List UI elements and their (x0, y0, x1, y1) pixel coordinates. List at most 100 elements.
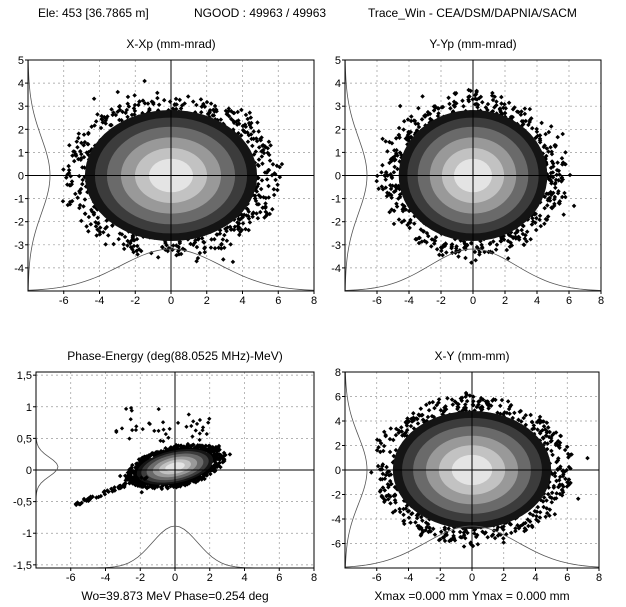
particle-point (408, 520, 413, 525)
particle-point (585, 455, 590, 461)
particle-point (451, 529, 456, 534)
particle-point (563, 476, 568, 482)
particle-point (79, 140, 84, 146)
tail-point (75, 500, 80, 506)
particle-point (391, 208, 397, 214)
particle-point (476, 402, 481, 407)
scatter-point (158, 438, 163, 443)
particle-point (396, 217, 402, 222)
x-tick-label: -6 (66, 572, 76, 584)
particle-point (565, 451, 571, 457)
particle-point (194, 258, 199, 264)
particle-point (376, 445, 381, 450)
particle-point (388, 494, 393, 499)
x-tick-label: 8 (598, 295, 604, 307)
particle-point (387, 478, 393, 484)
x-tick-label: -4 (101, 572, 111, 584)
particle-point (234, 119, 239, 124)
particle-point (105, 114, 110, 119)
particle-point (202, 249, 208, 255)
particle-point (507, 521, 513, 527)
particle-point (537, 414, 543, 420)
y-tick-label: -1 (14, 194, 24, 206)
particle-point (554, 491, 559, 496)
particle-point (78, 155, 84, 161)
particle-point (442, 243, 448, 249)
particle-point (199, 477, 204, 482)
particle-point (548, 439, 554, 444)
particle-point (110, 223, 115, 228)
y-tick-label: 0 (26, 465, 32, 477)
particle-point (74, 139, 80, 144)
particle-point (461, 530, 467, 535)
particle-point (513, 526, 518, 531)
particle-point (534, 126, 539, 132)
particle-point (212, 246, 218, 251)
particle-point (132, 93, 137, 98)
particle-point (473, 258, 478, 263)
particle-point (93, 224, 99, 229)
program-label: Trace_Win - CEA/DSM/DAPNIA/SACM (368, 6, 577, 20)
scatter-point (166, 435, 171, 440)
particle-point (93, 119, 99, 124)
particle-point (560, 131, 565, 137)
particle-point (167, 99, 173, 104)
ngood-label: NGOOD : 49963 / 49963 (194, 6, 327, 20)
particle-point (539, 120, 544, 126)
particle-point (552, 470, 558, 476)
particle-point (109, 122, 114, 128)
y-tick-label: 6 (335, 392, 341, 404)
particle-point (517, 409, 523, 415)
particle-point (258, 194, 263, 200)
scatter-point (186, 412, 191, 417)
particle-point (541, 424, 547, 429)
particle-point (264, 177, 270, 182)
scatter-point (128, 417, 133, 422)
x-tick-label: 4 (532, 572, 538, 584)
particle-point (477, 252, 482, 257)
particle-point (541, 436, 546, 441)
particle-point (513, 528, 518, 534)
particle-point (159, 244, 165, 250)
scatter-point (163, 432, 168, 437)
scatter-point (160, 420, 166, 425)
scatter-point (134, 424, 139, 429)
particle-point (66, 163, 71, 169)
particle-point (542, 221, 547, 226)
particle-point (132, 102, 138, 108)
particle-point (79, 218, 84, 224)
particle-point (380, 462, 386, 467)
particle-point (391, 221, 397, 227)
y-tick-label: 1,5 (17, 370, 32, 382)
particle-point (549, 500, 555, 505)
particle-point (146, 484, 152, 490)
particle-point (528, 237, 533, 242)
particle-point (550, 452, 555, 458)
particle-point (564, 444, 570, 450)
particle-point (396, 125, 402, 131)
particle-point (266, 195, 272, 200)
particle-point (208, 471, 213, 477)
particle-point (201, 101, 206, 107)
particle-point (477, 398, 483, 404)
particle-point (265, 145, 271, 151)
particle-point (494, 242, 500, 247)
particle-point (458, 396, 464, 401)
x-tick-label: -4 (404, 295, 414, 307)
scatter-point (161, 439, 166, 444)
particle-point (383, 177, 388, 182)
particle-point (559, 155, 565, 161)
particle-point (272, 171, 277, 176)
particle-point (387, 192, 392, 198)
y-tick-label: 5 (335, 55, 341, 67)
particle-point (437, 537, 443, 542)
scatter-point (190, 434, 195, 439)
particle-point (266, 167, 272, 173)
particle-point (440, 535, 446, 540)
plot-title: Phase-Energy (deg(88.0525 MHz)-MeV) (67, 349, 282, 363)
particle-point (88, 222, 94, 227)
x-tick-label: -2 (435, 572, 445, 584)
particle-point (416, 105, 421, 111)
particle-point (562, 190, 567, 196)
